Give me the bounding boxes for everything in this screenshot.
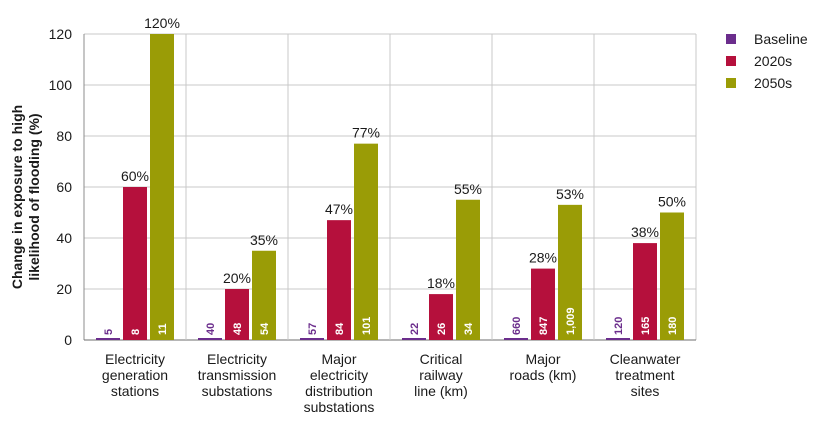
y-tick-label: 20: [56, 281, 72, 297]
legend-swatch-2020s: [726, 56, 736, 66]
x-tick-label: Cleanwater treatment sites: [610, 351, 681, 399]
bar-inner-label: 57: [307, 323, 319, 335]
bar-top-label: 20%: [223, 270, 251, 286]
bar-baseline: [606, 338, 630, 340]
legend-item-baseline: Baseline: [726, 28, 816, 50]
bar-inner-label: 34: [463, 322, 475, 335]
legend-swatch-baseline: [726, 34, 736, 44]
bar-top-label: 60%: [121, 168, 149, 184]
bar-inner-label: 84: [334, 322, 346, 335]
y-axis-title-line: Change in exposure to high: [9, 105, 25, 289]
bar-2020s: [327, 220, 351, 340]
bar-inner-label: 660: [511, 317, 523, 335]
x-tick-label-line: railway: [419, 367, 463, 383]
bar-inner-label: 11: [157, 323, 169, 335]
legend-label-2050s: 2050s: [754, 75, 793, 91]
x-tick-label: Major roads (km): [510, 351, 577, 383]
bar-2050s: [660, 212, 684, 340]
y-tick-label: 120: [49, 26, 73, 42]
x-tick-label-line: Critical: [420, 351, 463, 367]
bar-top-label: 120%: [144, 15, 180, 31]
bar-top-label: 18%: [427, 275, 455, 291]
bar-inner-label: 1,009: [565, 307, 577, 335]
legend-swatch-2050s: [726, 78, 736, 88]
bar-2050s: [354, 143, 378, 340]
x-tick-label-line: distribution: [305, 383, 373, 399]
bar-2050s: [558, 204, 582, 340]
bar-inner-label: 54: [259, 322, 271, 335]
x-tick-label: Critical railway line (km): [414, 351, 468, 399]
x-tick-label-line: Electricity: [207, 351, 267, 367]
x-tick-label-line: roads (km): [510, 367, 577, 383]
bar-top-label: 38%: [631, 224, 659, 240]
bar-2020s: [531, 268, 555, 340]
bar-baseline: [402, 338, 426, 340]
legend-label-baseline: Baseline: [754, 31, 808, 47]
bar-inner-label: 22: [409, 323, 421, 335]
bar-inner-label: 40: [205, 323, 217, 335]
bar-2020s: [123, 187, 147, 340]
x-tick-label-line: Major: [321, 351, 356, 367]
y-tick-label: 40: [56, 230, 72, 246]
bar-2050s: [456, 199, 480, 340]
x-tick-label-line: substations: [202, 383, 273, 399]
x-tick-label-line: substations: [304, 399, 375, 415]
bar-inner-label: 180: [667, 317, 679, 335]
bar-inner-label: 26: [436, 323, 448, 335]
y-tick-label: 100: [49, 77, 73, 93]
bar-baseline: [96, 338, 120, 340]
bar-2020s: [633, 243, 657, 340]
bar-top-label: 77%: [352, 125, 380, 141]
x-tick-label-line: Cleanwater: [610, 351, 681, 367]
y-tick-label: 60: [56, 179, 72, 195]
bar-top-label: 28%: [529, 250, 557, 266]
bar-inner-label: 847: [538, 317, 550, 335]
y-tick-label: 80: [56, 128, 72, 144]
bar-inner-label: 8: [130, 329, 142, 335]
y-axis-title: Change in exposure to highlikelihood of …: [9, 105, 42, 289]
y-tick-label: 0: [64, 332, 72, 348]
bar-baseline: [504, 338, 528, 340]
bar-top-label: 50%: [658, 194, 686, 210]
x-tick-label: Electricity transmission substations: [198, 351, 277, 399]
x-tick-label-line: treatment: [615, 367, 674, 383]
x-tick-label-line: stations: [111, 383, 159, 399]
y-axis-title-line: likelihood of flooding (%): [26, 113, 42, 280]
bar-top-label: 55%: [454, 181, 482, 197]
bar-inner-label: 101: [361, 317, 373, 335]
legend-item-2050s: 2050s: [726, 72, 816, 94]
bar-top-label: 53%: [556, 186, 584, 202]
bar-top-label: 47%: [325, 201, 353, 217]
bar-baseline: [300, 338, 324, 340]
bar-2020s: [429, 294, 453, 340]
x-tick-label-line: electricity: [310, 367, 368, 383]
bar-top-label: 35%: [250, 232, 278, 248]
x-tick-label: Electricity generation stations: [102, 351, 168, 399]
x-tick-label-line: transmission: [198, 367, 277, 383]
bar-baseline: [198, 338, 222, 340]
x-tick-label-line: Major: [525, 351, 560, 367]
legend-label-2020s: 2020s: [754, 53, 793, 69]
bar-inner-label: 165: [640, 317, 652, 335]
bar-2020s: [225, 289, 249, 340]
x-tick-label-line: line (km): [414, 383, 468, 399]
bar-2050s: [252, 250, 276, 340]
legend-item-2020s: 2020s: [726, 50, 816, 72]
x-tick-label: Major electricity distribution substations: [304, 351, 375, 415]
bar-inner-label: 5: [103, 329, 115, 335]
bar-2050s: [150, 34, 174, 340]
bar-inner-label: 48: [232, 323, 244, 335]
x-tick-label-line: Electricity: [105, 351, 165, 367]
x-tick-label-line: generation: [102, 367, 168, 383]
x-tick-label-line: sites: [631, 383, 660, 399]
bar-inner-label: 120: [613, 317, 625, 335]
legend: Baseline 2020s 2050s: [726, 28, 816, 94]
